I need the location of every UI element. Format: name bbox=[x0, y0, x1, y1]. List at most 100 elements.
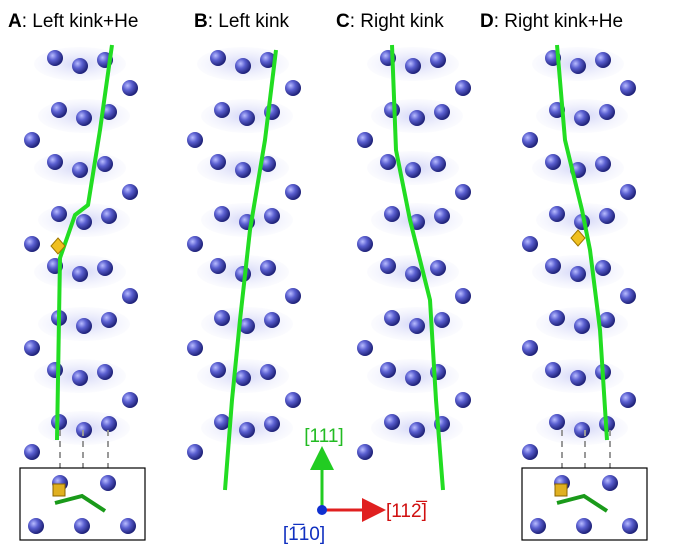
atom bbox=[595, 52, 611, 68]
atom bbox=[570, 370, 586, 386]
atom bbox=[260, 364, 276, 380]
atom bbox=[384, 414, 400, 430]
atom bbox=[380, 258, 396, 274]
atom bbox=[599, 104, 615, 120]
atom bbox=[595, 260, 611, 276]
atom bbox=[187, 236, 203, 252]
atom bbox=[522, 132, 538, 148]
atom bbox=[530, 518, 546, 534]
atom bbox=[434, 208, 450, 224]
atom bbox=[101, 208, 117, 224]
atom bbox=[357, 132, 373, 148]
atom bbox=[620, 392, 636, 408]
atom bbox=[97, 156, 113, 172]
atom bbox=[620, 288, 636, 304]
atom bbox=[100, 475, 116, 491]
helium-atom bbox=[555, 484, 567, 496]
atom bbox=[455, 392, 471, 408]
atom bbox=[405, 370, 421, 386]
atom bbox=[455, 288, 471, 304]
atom bbox=[97, 364, 113, 380]
panel-label: : Left kink+He bbox=[22, 11, 139, 32]
atom bbox=[235, 58, 251, 74]
atom bbox=[28, 518, 44, 534]
atom bbox=[47, 154, 63, 170]
atom bbox=[72, 266, 88, 282]
atom bbox=[522, 444, 538, 460]
atom bbox=[210, 154, 226, 170]
atom bbox=[74, 518, 90, 534]
atom bbox=[522, 340, 538, 356]
atom bbox=[101, 312, 117, 328]
atom bbox=[72, 58, 88, 74]
atom bbox=[214, 206, 230, 222]
helium-atom bbox=[53, 484, 65, 496]
axis-label: [112̅] bbox=[386, 501, 428, 522]
atom bbox=[210, 362, 226, 378]
atom bbox=[430, 260, 446, 276]
panel-label: : Right kink bbox=[350, 11, 444, 32]
atom bbox=[214, 414, 230, 430]
atom bbox=[574, 110, 590, 126]
atom bbox=[210, 258, 226, 274]
atom bbox=[620, 80, 636, 96]
atom bbox=[72, 370, 88, 386]
atom bbox=[24, 132, 40, 148]
atom bbox=[574, 422, 590, 438]
atom bbox=[235, 370, 251, 386]
atom bbox=[122, 184, 138, 200]
atom bbox=[239, 422, 255, 438]
atom bbox=[97, 260, 113, 276]
atom bbox=[455, 80, 471, 96]
atom bbox=[405, 162, 421, 178]
atom bbox=[285, 392, 301, 408]
atom bbox=[434, 104, 450, 120]
atom bbox=[47, 50, 63, 66]
atom bbox=[214, 102, 230, 118]
atom bbox=[101, 416, 117, 432]
atom bbox=[47, 362, 63, 378]
panel-label: : Right kink+He bbox=[494, 11, 623, 32]
atom bbox=[285, 80, 301, 96]
panel-letter: D bbox=[480, 11, 494, 32]
panel-letter: A bbox=[8, 11, 22, 32]
panel-title: B: Left kink bbox=[194, 11, 290, 32]
page: A: Left kink+He B: Left kink C: Right ki… bbox=[0, 0, 673, 551]
atom bbox=[357, 444, 373, 460]
atom bbox=[285, 288, 301, 304]
atom bbox=[409, 318, 425, 334]
atom bbox=[570, 58, 586, 74]
atom bbox=[357, 236, 373, 252]
atom bbox=[434, 312, 450, 328]
atom bbox=[264, 208, 280, 224]
atom bbox=[51, 206, 67, 222]
figure: A: Left kink+He B: Left kink C: Right ki… bbox=[0, 0, 673, 546]
atom bbox=[549, 414, 565, 430]
atom bbox=[24, 340, 40, 356]
atom bbox=[380, 154, 396, 170]
atom bbox=[599, 208, 615, 224]
atom bbox=[430, 156, 446, 172]
atom bbox=[405, 58, 421, 74]
atom bbox=[549, 310, 565, 326]
atom bbox=[622, 518, 638, 534]
atom bbox=[576, 518, 592, 534]
atom bbox=[264, 312, 280, 328]
atom bbox=[187, 444, 203, 460]
atom bbox=[574, 318, 590, 334]
atom bbox=[76, 214, 92, 230]
axis-origin bbox=[317, 505, 327, 515]
atom bbox=[122, 392, 138, 408]
atom bbox=[122, 80, 138, 96]
atom bbox=[620, 184, 636, 200]
axis-label: [1̅10] bbox=[283, 524, 325, 545]
panel-title: A: Left kink+He bbox=[8, 11, 138, 32]
atoms-layer bbox=[20, 45, 647, 540]
atom bbox=[51, 102, 67, 118]
atom bbox=[384, 206, 400, 222]
panel-label: : Left kink bbox=[208, 11, 290, 32]
atom bbox=[545, 258, 561, 274]
atom bbox=[549, 206, 565, 222]
atom bbox=[214, 310, 230, 326]
atom bbox=[455, 184, 471, 200]
